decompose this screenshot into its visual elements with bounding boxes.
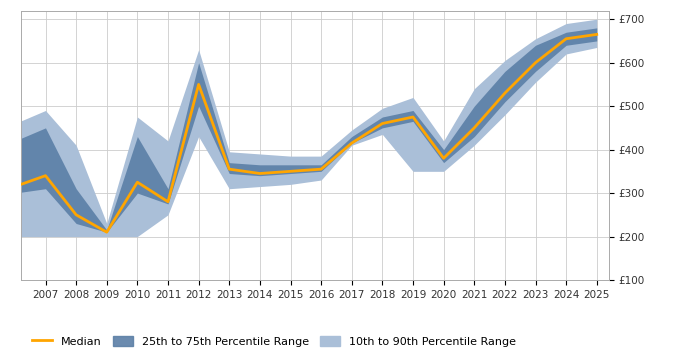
- Legend: Median, 25th to 75th Percentile Range, 10th to 90th Percentile Range: Median, 25th to 75th Percentile Range, 1…: [27, 331, 520, 350]
